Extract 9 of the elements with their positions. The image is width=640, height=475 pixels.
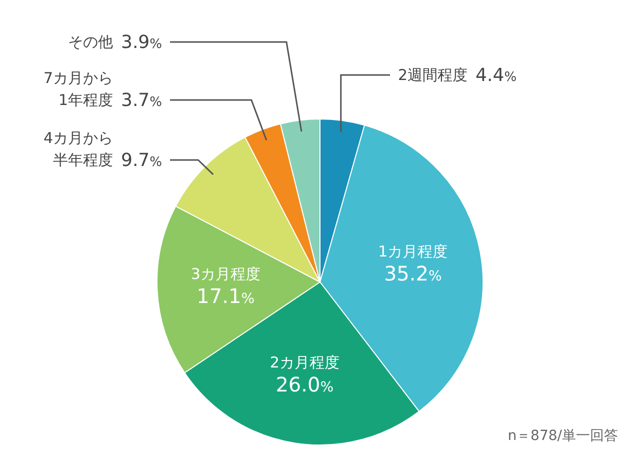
data-label: 3.7%: [121, 90, 162, 111]
annotation: n＝878/単一回答: [508, 428, 618, 444]
slice-label: 2週間程度: [398, 66, 468, 84]
data-label: 4.4%: [476, 65, 517, 86]
data-label: 9.7%: [121, 150, 162, 171]
slice-label: 4カ月から半年程度: [43, 129, 113, 169]
slice-label: その他: [68, 33, 113, 51]
slice-label: 7カ月から1年程度: [43, 69, 113, 109]
data-label: 3.9%: [121, 32, 162, 53]
